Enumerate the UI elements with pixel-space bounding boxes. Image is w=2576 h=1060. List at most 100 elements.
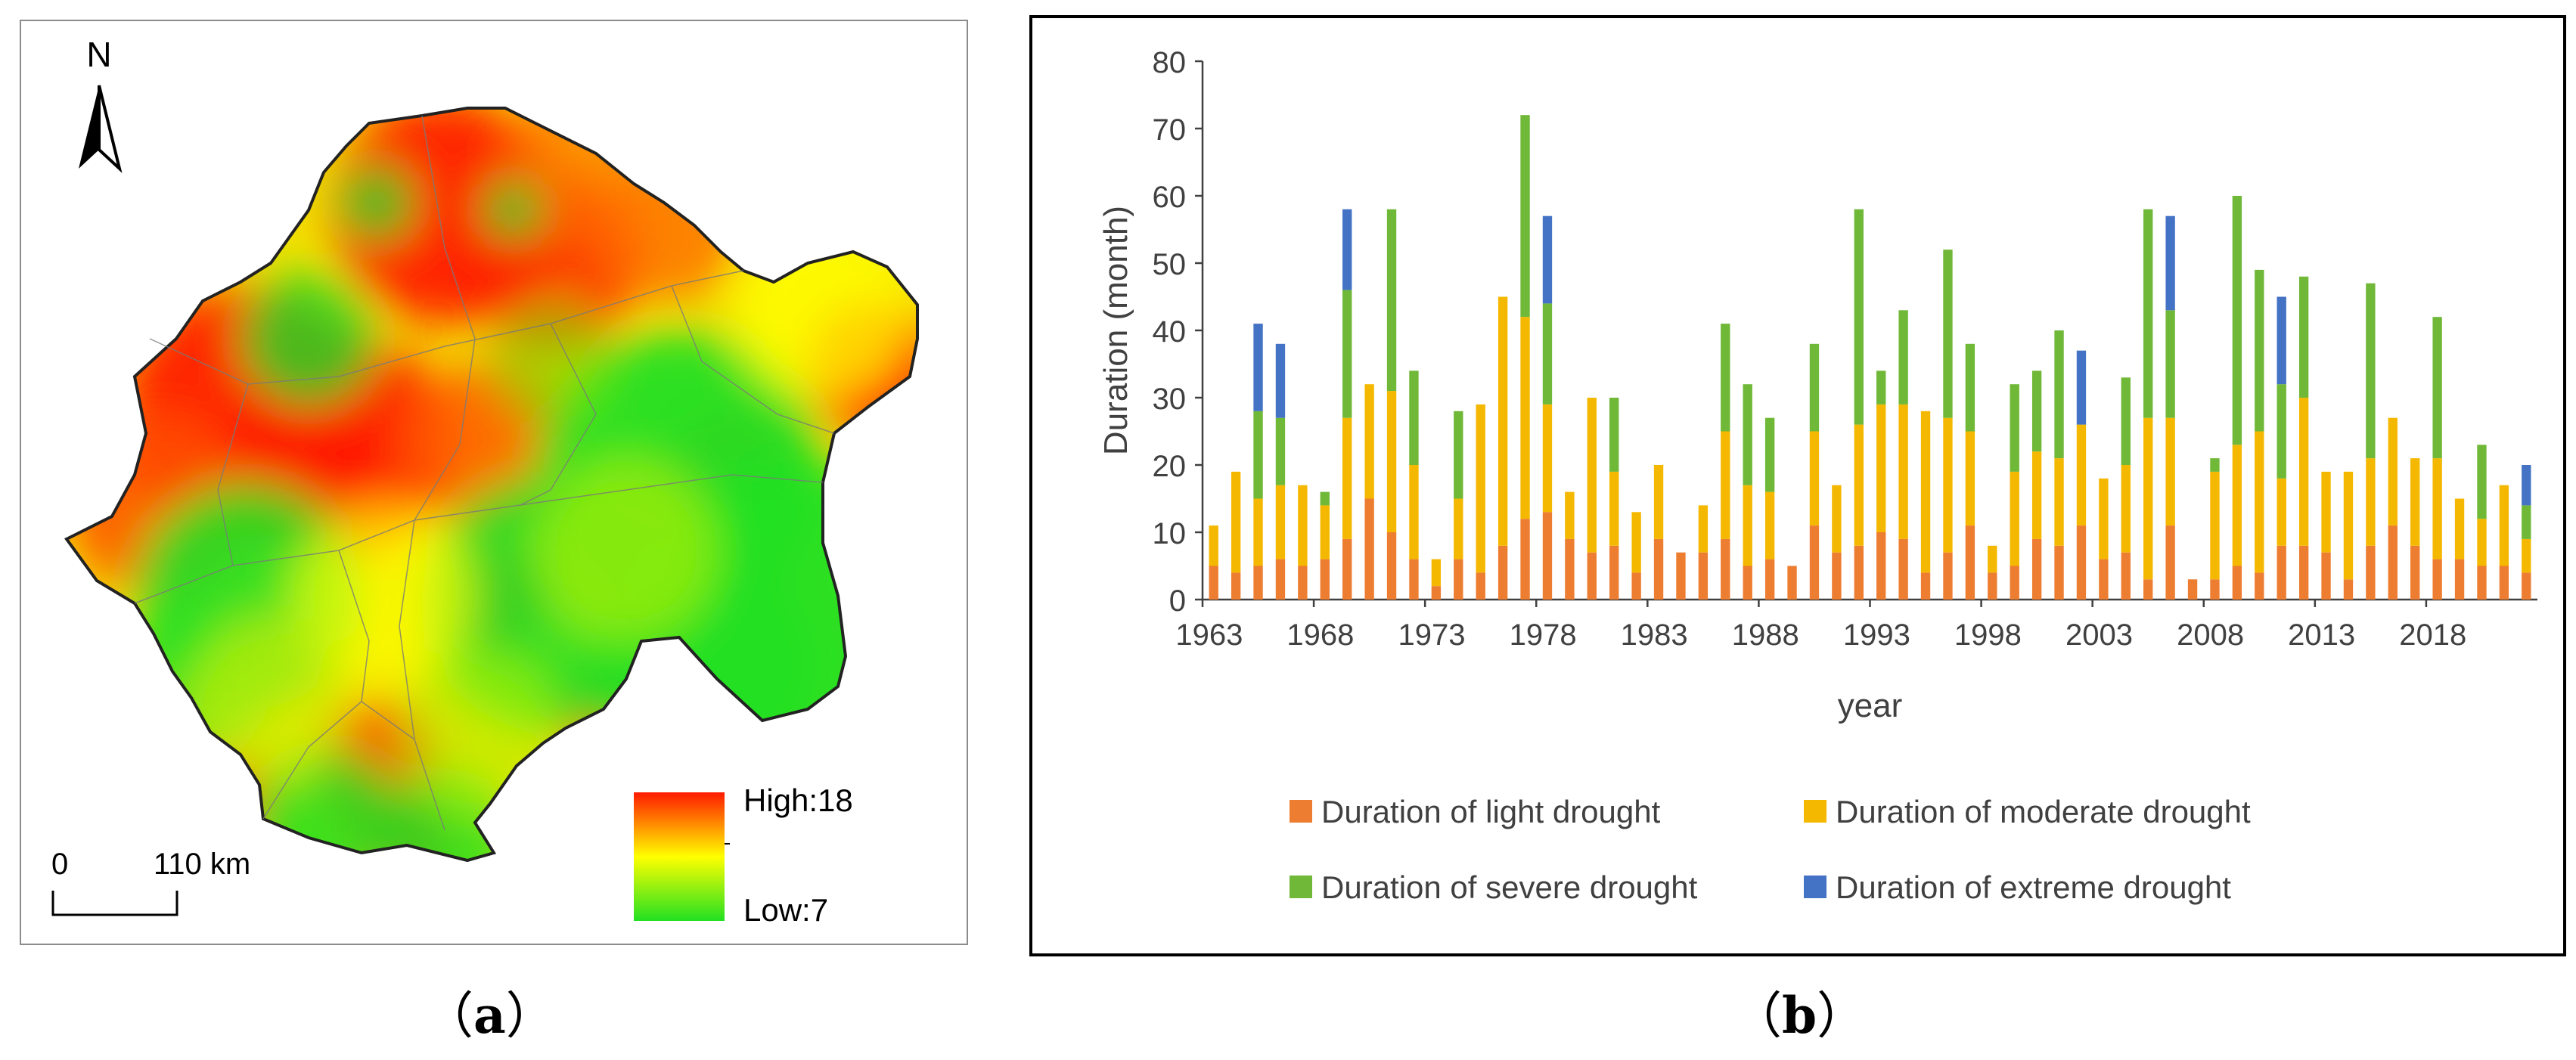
legend-color-ramp	[634, 792, 725, 921]
bar-segment	[2298, 398, 2309, 546]
bar-segment	[1253, 566, 1263, 600]
bar-segment	[1587, 398, 1597, 553]
bar-segment	[2343, 579, 2354, 600]
bar-segment	[2232, 445, 2242, 566]
bar-segment	[2010, 566, 2019, 600]
bar-segment	[1364, 498, 1374, 600]
bar-segment	[1609, 471, 1619, 546]
bar-segment	[1386, 391, 1397, 532]
bar-segment	[1721, 324, 1730, 432]
chart-legend: Duration of light drought Duration of mod…	[1290, 794, 2251, 905]
bar-segment	[2277, 384, 2286, 479]
bar-segment	[1965, 343, 1975, 432]
bar-segment	[1454, 411, 1463, 499]
bar-segment	[2321, 552, 2331, 600]
bar-segment	[2388, 525, 2398, 600]
x-tick-label: 1968	[1286, 618, 1354, 652]
y-axis-label: Duration (month)	[1097, 206, 1134, 455]
bar-segment	[2499, 566, 2509, 600]
bar-segment	[1231, 572, 1241, 600]
x-tick-label: 1998	[1954, 618, 2022, 652]
bar-segment	[1454, 498, 1463, 559]
bar-segment	[2255, 269, 2264, 432]
legend-swatch	[1804, 800, 1826, 823]
bar-segment	[1209, 525, 1218, 566]
bar-segment	[1587, 552, 1597, 600]
legend-label: Duration of moderate drought	[1836, 794, 2251, 829]
bar-segment	[1854, 209, 1864, 425]
bar-segment	[1721, 431, 1730, 539]
bar-segment	[1809, 343, 1820, 432]
bar-segment	[1898, 404, 1908, 539]
scale-start-label: 0	[51, 848, 68, 881]
bar-segment	[1520, 519, 1530, 600]
bar-segment	[2255, 572, 2264, 600]
bar-segment	[1342, 290, 1352, 418]
map-legend: High:18 Low:7	[634, 783, 853, 928]
caption-a: （a）	[424, 986, 556, 1045]
caption-b: （b）	[1732, 986, 1867, 1045]
bar-segment	[1320, 505, 1330, 559]
bar-segment	[1454, 559, 1463, 600]
bar-segment	[1275, 343, 1286, 418]
chart-panel: 0 10 20 30 40 50 60 70 80 1963 1968 1973 1978 1983 198…	[1029, 15, 2566, 956]
bar-segment	[1920, 572, 1931, 600]
bar-segment	[1876, 404, 1886, 532]
bar-segment	[2165, 525, 2175, 600]
bar-segment	[1721, 538, 1730, 600]
bar-segment	[1764, 417, 1775, 492]
bar-segment	[2143, 417, 2153, 580]
bar-segment	[1409, 370, 1419, 465]
bar-segment	[2054, 545, 2064, 600]
bar-segment	[1898, 310, 1908, 404]
bar-segment	[2298, 545, 2309, 600]
y-tick-label: 60	[1153, 181, 1187, 214]
bar-segment	[2031, 538, 2042, 600]
bar-segment	[2031, 451, 2042, 539]
bar-segment	[2076, 350, 2087, 425]
bar-segment	[1698, 505, 1709, 553]
bar-segment	[1609, 545, 1619, 600]
bar-segment	[1342, 538, 1352, 600]
bar-segment	[1854, 424, 1864, 546]
bar-segment	[1832, 485, 1842, 553]
bar-segment	[1342, 417, 1352, 539]
map-panel: N 0 110 km High:18 Low:7	[20, 20, 968, 945]
bar-segment	[1876, 370, 1886, 404]
y-tick-label: 10	[1153, 517, 1187, 550]
bar-segment	[2522, 465, 2531, 506]
x-tick-label: 2013	[2288, 618, 2355, 652]
bar-segment	[1275, 485, 1286, 559]
bar-segment	[2210, 471, 2220, 580]
legend-label: Duration of light drought	[1321, 794, 1661, 829]
bar-segment	[1809, 431, 1820, 526]
bar-segment	[2277, 296, 2286, 385]
bar-segment	[1476, 572, 1485, 600]
bar-segment	[2477, 519, 2487, 566]
bar-segment	[2366, 283, 2376, 459]
bar-segment	[1698, 552, 1709, 600]
y-tick-label: 30	[1153, 383, 1187, 416]
bar-segment	[1231, 471, 1241, 573]
bar-segment	[2076, 525, 2087, 600]
bar-segment	[1920, 411, 1931, 573]
bar-segment	[2277, 545, 2286, 600]
bar-segment	[1854, 545, 1864, 600]
bar-segment	[1565, 538, 1575, 600]
bar-segment	[1275, 559, 1286, 600]
bar-segment	[1764, 559, 1775, 600]
bar-segment	[1253, 411, 1263, 499]
bar-segment	[1653, 465, 1664, 539]
bar-segment	[2165, 310, 2175, 418]
bar-segment	[1832, 552, 1842, 600]
bar-segment	[2232, 196, 2242, 445]
legend-label: Duration of severe drought	[1321, 869, 1698, 905]
drought-duration-chart: 0 10 20 30 40 50 60 70 80 1963 1968 1973 1978 1983 198…	[1097, 46, 2537, 905]
bar-segment	[1809, 525, 1820, 600]
bar-segment	[2099, 559, 2109, 600]
bar-segment	[2121, 552, 2131, 600]
bar-segment	[2522, 505, 2531, 539]
bar-segment	[2054, 330, 2064, 459]
y-tick-label: 0	[1169, 584, 1186, 618]
scale-end-label: 110 km	[154, 848, 250, 881]
